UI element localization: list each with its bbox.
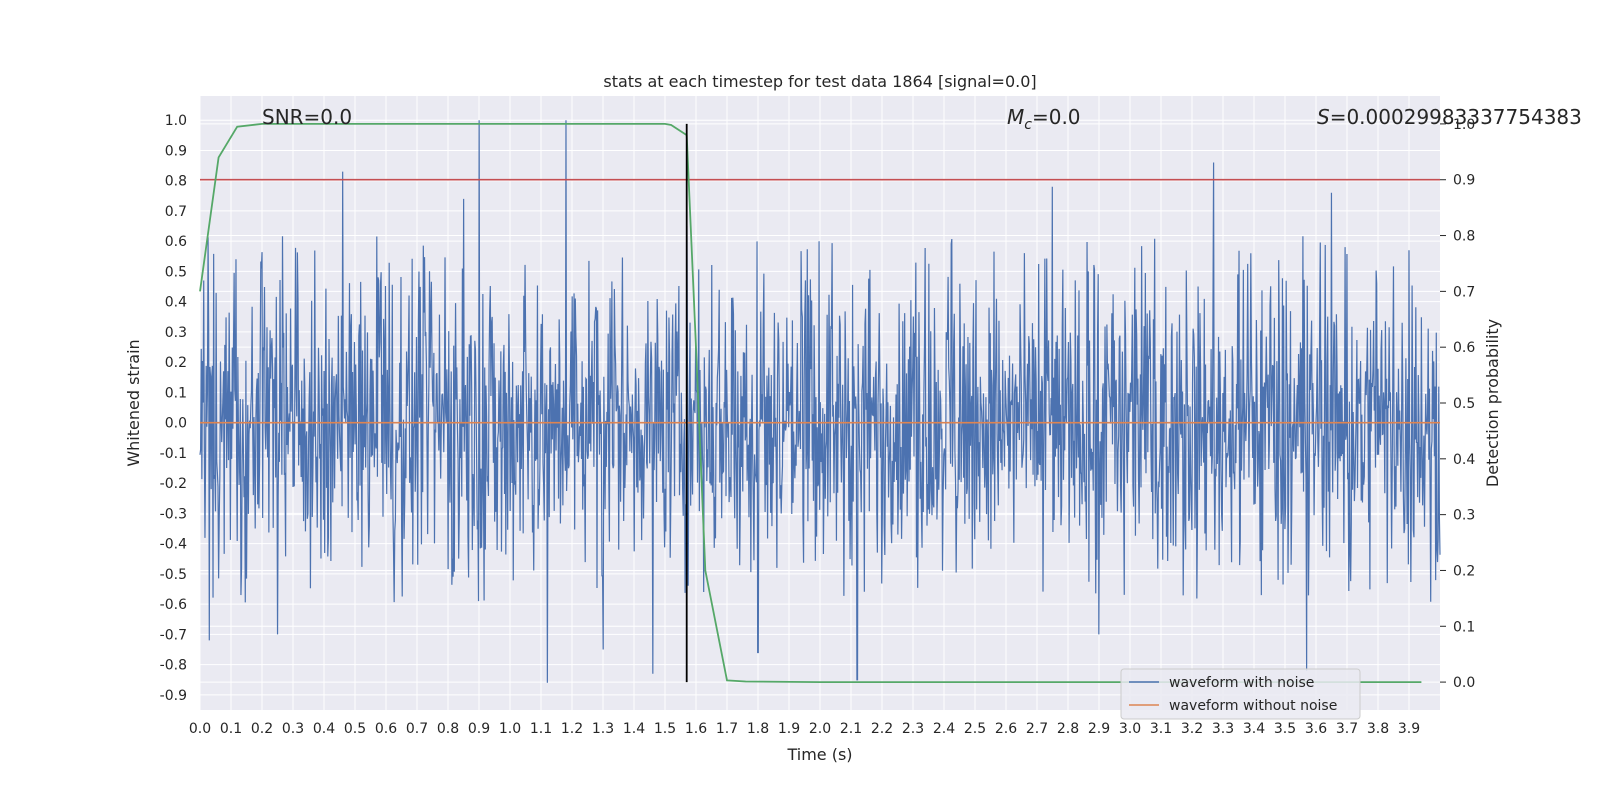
y-tick-label-left: 1.0: [165, 113, 187, 129]
legend: waveform with noise waveform without noi…: [1120, 668, 1361, 720]
x-tick-label: 2.0: [809, 721, 831, 737]
x-tick-label: 3.0: [1119, 721, 1141, 737]
x-tick-label: 0.6: [375, 721, 397, 737]
x-tick-label: 0.0: [189, 721, 211, 737]
y-tick-label-right: 0.2: [1453, 563, 1475, 579]
x-tick-label: 2.6: [995, 721, 1017, 737]
x-tick-label: 1.6: [685, 721, 707, 737]
y-axis-label-right: Detection probability: [1483, 319, 1502, 487]
x-tick-label: 0.4: [313, 721, 335, 737]
y-tick-label-left: 0.4: [165, 295, 187, 311]
y-tick-label-left: 0.6: [165, 234, 187, 250]
y-tick-label-left: -0.7: [160, 627, 187, 643]
x-tick-label: 3.4: [1243, 721, 1265, 737]
x-tick-label: 1.1: [530, 721, 552, 737]
y-tick-label-left: -0.5: [160, 567, 187, 583]
x-tick-label: 1.9: [778, 721, 800, 737]
x-tick-label: 3.7: [1336, 721, 1358, 737]
legend-label-clean: waveform without noise: [1169, 698, 1337, 714]
y-tick-label-right: 0.5: [1453, 396, 1475, 412]
y-tick-label-left: 0.9: [165, 143, 187, 159]
legend-box: [1120, 668, 1361, 720]
x-tick-label: 3.9: [1398, 721, 1420, 737]
y-tick-label-left: 0.8: [165, 174, 187, 190]
x-tick-label: 2.2: [871, 721, 893, 737]
y-tick-label-left: -0.6: [160, 597, 187, 613]
y-tick-label-left: -0.8: [160, 658, 187, 674]
x-tick-label: 2.5: [964, 721, 986, 737]
y-tick-label-right: 1.0: [1453, 117, 1475, 133]
x-tick-label: 2.9: [1088, 721, 1110, 737]
y-tick-label-right: 0.4: [1453, 452, 1475, 468]
s-annotation: S=0.00029983337754383: [1317, 105, 1582, 129]
y-tick-label-left: -0.2: [160, 476, 187, 492]
y-axis-label-left: Whitened strain: [124, 339, 143, 466]
x-tick-label: 2.1: [840, 721, 862, 737]
x-tick-label: 2.8: [1057, 721, 1079, 737]
x-tick-label: 0.9: [468, 721, 490, 737]
noise-waveform-line: [199, 120, 1441, 683]
y-tick-label-right: 0.8: [1453, 229, 1475, 245]
x-tick-label: 1.4: [623, 721, 645, 737]
axis-ticks: 0.0 0.1 0.2 0.3 0.4 0.5 0.6 0.7 0.8 0.9 1.0 1.1 1.2 1…: [160, 113, 1476, 737]
y-tick-label-right: 0.9: [1453, 173, 1475, 189]
y-tick-label-left: 0.0: [165, 416, 187, 432]
detection-probability-line: [199, 123, 1422, 683]
chart-title: stats at each timestep for test data 186…: [603, 72, 1036, 91]
x-tick-label: 3.1: [1150, 721, 1172, 737]
snr-annotation: SNR=0.0: [262, 105, 352, 129]
x-tick-label: 0.1: [220, 721, 242, 737]
plot-area: [199, 120, 1441, 683]
x-tick-label: 3.2: [1181, 721, 1203, 737]
y-tick-label-right: 0.1: [1453, 619, 1475, 635]
x-tick-label: 0.8: [437, 721, 459, 737]
x-tick-label: 1.2: [561, 721, 583, 737]
x-tick-label: 3.3: [1212, 721, 1234, 737]
x-tick-label: 3.5: [1274, 721, 1296, 737]
x-tick-label: 0.3: [282, 721, 304, 737]
x-tick-label: 3.8: [1367, 721, 1389, 737]
x-tick-label: 1.0: [499, 721, 521, 737]
x-axis-label: Time (s): [786, 745, 852, 764]
x-tick-label: 0.2: [251, 721, 273, 737]
y-tick-label-left: 0.7: [165, 204, 187, 220]
x-tick-label: 1.8: [747, 721, 769, 737]
legend-label-noise: waveform with noise: [1169, 675, 1314, 691]
y-tick-label-left: 0.3: [165, 325, 187, 341]
y-tick-label-right: 0.7: [1453, 284, 1475, 300]
y-tick-label-left: -0.3: [160, 506, 187, 522]
y-tick-label-left: 0.2: [165, 355, 187, 371]
x-tick-label: 1.7: [716, 721, 738, 737]
y-tick-label-right: 0.0: [1453, 675, 1475, 691]
x-tick-label: 1.3: [592, 721, 614, 737]
y-tick-label-left: 0.1: [165, 385, 187, 401]
chirp-mass-annotation: Mc=0.0: [1007, 105, 1081, 133]
x-tick-label: 1.5: [654, 721, 676, 737]
y-tick-label-right: 0.3: [1453, 508, 1475, 524]
x-tick-label: 2.7: [1026, 721, 1048, 737]
y-tick-label-left: 0.5: [165, 264, 187, 280]
y-tick-label-left: -0.9: [160, 688, 187, 704]
x-tick-label: 3.6: [1305, 721, 1327, 737]
x-tick-label: 2.3: [902, 721, 924, 737]
y-tick-label-left: -0.1: [160, 446, 187, 462]
x-tick-label: 2.4: [933, 721, 955, 737]
x-tick-label: 0.5: [344, 721, 366, 737]
x-tick-label: 0.7: [406, 721, 428, 737]
y-tick-label-left: -0.4: [160, 537, 187, 553]
y-tick-label-right: 0.6: [1453, 340, 1475, 356]
